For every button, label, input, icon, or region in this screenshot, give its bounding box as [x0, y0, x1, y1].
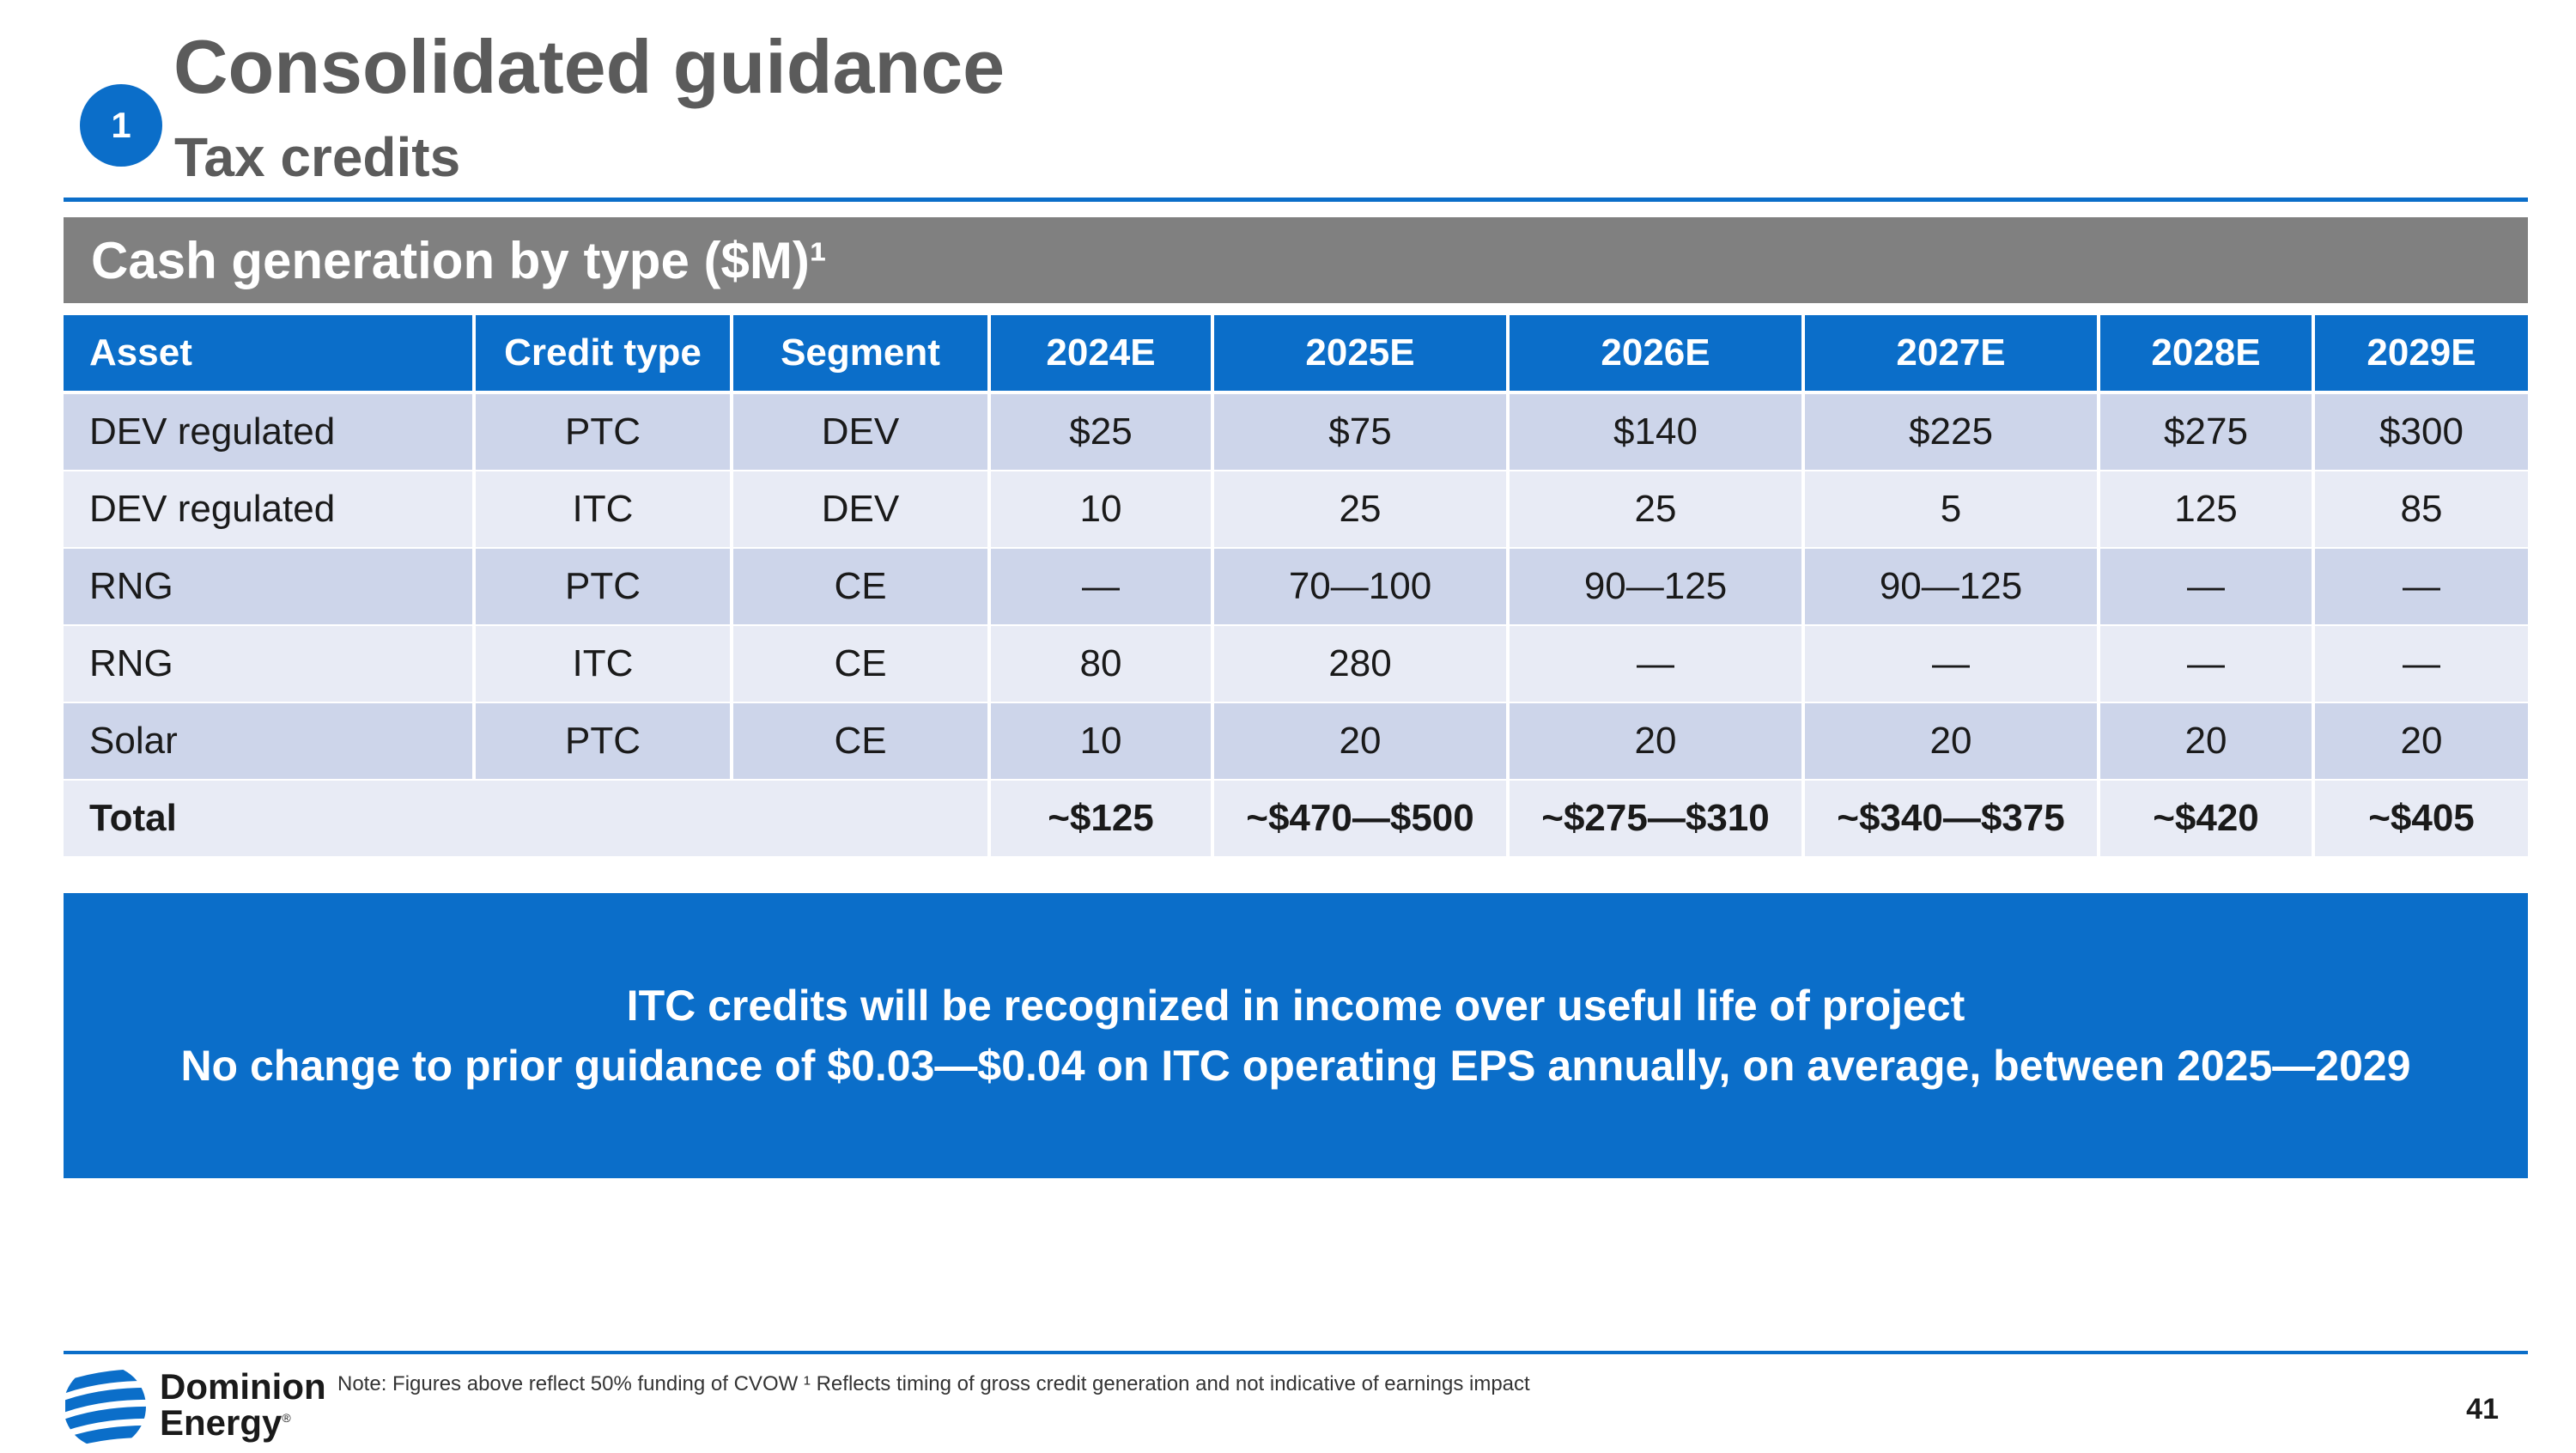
table-cell: 90—125: [1805, 549, 2097, 624]
table-header-row: Asset Credit type Segment 2024E 2025E 20…: [64, 315, 2528, 391]
table-cell: —: [991, 549, 1211, 624]
total-cell: ~$470—$500: [1214, 781, 1506, 856]
table-cell: $225: [1805, 394, 2097, 470]
table-cell: 90—125: [1510, 549, 1801, 624]
table-cell: DEV: [733, 394, 987, 470]
table-cell: CE: [733, 549, 987, 624]
table-cell: DEV regulated: [64, 394, 472, 470]
total-cell: ~$340—$375: [1805, 781, 2097, 856]
dominion-energy-logo-icon: [65, 1365, 146, 1448]
table-cell: 280: [1214, 626, 1506, 702]
table-cell: RNG: [64, 549, 472, 624]
title-divider: [64, 198, 2528, 202]
table-cell: $275: [2100, 394, 2312, 470]
table-cell: 10: [991, 703, 1211, 779]
table-cell: —: [2100, 549, 2312, 624]
table-cell: PTC: [476, 394, 730, 470]
table-cell: —: [2315, 549, 2528, 624]
section-header: Cash generation by type ($M)¹: [64, 217, 2528, 303]
table-cell: ITC: [476, 626, 730, 702]
total-cell: ~$405: [2315, 781, 2528, 856]
table-cell: —: [1510, 626, 1801, 702]
table-row: Solar PTC CE 10 20 20 20 20 20: [64, 703, 2528, 779]
company-logo-text: Dominion Energy®: [160, 1369, 326, 1441]
table-cell: 125: [2100, 471, 2312, 547]
page-subtitle: Tax credits: [174, 126, 461, 188]
table-cell: 20: [2315, 703, 2528, 779]
page-number: 41: [2466, 1393, 2499, 1426]
table-header-cell: Credit type: [476, 315, 730, 391]
table-cell: $25: [991, 394, 1211, 470]
total-cell: ~$420: [2100, 781, 2312, 856]
table-header-cell: Asset: [64, 315, 472, 391]
table-cell: 10: [991, 471, 1211, 547]
table-cell: 20: [1805, 703, 2097, 779]
table-cell: DEV regulated: [64, 471, 472, 547]
footer-divider: [64, 1351, 2528, 1354]
table-cell: Solar: [64, 703, 472, 779]
table-cell: —: [2315, 626, 2528, 702]
callout-line-2: No change to prior guidance of $0.03—$0.…: [180, 1042, 2411, 1090]
table-cell: DEV: [733, 471, 987, 547]
table-header-cell: Segment: [733, 315, 987, 391]
table-row: DEV regulated PTC DEV $25 $75 $140 $225 …: [64, 394, 2528, 470]
logo-line-2: Energy®: [160, 1402, 291, 1443]
table-cell: 70—100: [1214, 549, 1506, 624]
table-cell: 20: [1214, 703, 1506, 779]
logo-line-1: Dominion: [160, 1366, 326, 1407]
cash-generation-table: Asset Credit type Segment 2024E 2025E 20…: [64, 315, 2528, 861]
table-cell: PTC: [476, 549, 730, 624]
table-header-cell: 2025E: [1214, 315, 1506, 391]
table-cell: RNG: [64, 626, 472, 702]
table-cell: —: [2100, 626, 2312, 702]
table-cell: $300: [2315, 394, 2528, 470]
table-cell: 80: [991, 626, 1211, 702]
table-cell: 20: [1510, 703, 1801, 779]
table-cell: CE: [733, 626, 987, 702]
table-cell: 25: [1510, 471, 1801, 547]
table-row: DEV regulated ITC DEV 10 25 25 5 125 85: [64, 471, 2528, 547]
table-cell: $75: [1214, 394, 1506, 470]
footnote: Note: Figures above reflect 50% funding …: [337, 1372, 1530, 1395]
table-header-cell: 2028E: [2100, 315, 2312, 391]
table-cell: PTC: [476, 703, 730, 779]
table-header-cell: 2024E: [991, 315, 1211, 391]
table-cell: —: [1805, 626, 2097, 702]
table-row: RNG ITC CE 80 280 — — — —: [64, 626, 2528, 702]
table-cell: CE: [733, 703, 987, 779]
page-title: Consolidated guidance: [173, 24, 1005, 109]
table-header-cell: 2029E: [2315, 315, 2528, 391]
callout-line-1: ITC credits will be recognized in income…: [626, 982, 1965, 1030]
total-cell: ~$275—$310: [1510, 781, 1801, 856]
section-title: Cash generation by type ($M)¹: [91, 231, 827, 289]
table-cell: 85: [2315, 471, 2528, 547]
table-cell: 20: [2100, 703, 2312, 779]
table-cell: ITC: [476, 471, 730, 547]
table-header-cell: 2026E: [1510, 315, 1801, 391]
table-row: RNG PTC CE — 70—100 90—125 90—125 — —: [64, 549, 2528, 624]
table-header-cell: 2027E: [1805, 315, 2097, 391]
table-total-row: Total ~$125 ~$470—$500 ~$275—$310 ~$340—…: [64, 781, 2528, 856]
table-cell: $140: [1510, 394, 1801, 470]
total-cell: ~$125: [991, 781, 1211, 856]
table-cell: 5: [1805, 471, 2097, 547]
itc-callout-box: ITC credits will be recognized in income…: [64, 893, 2528, 1178]
total-label: Total: [64, 781, 987, 856]
slide-number-badge: 1: [80, 84, 162, 167]
table-cell: 25: [1214, 471, 1506, 547]
